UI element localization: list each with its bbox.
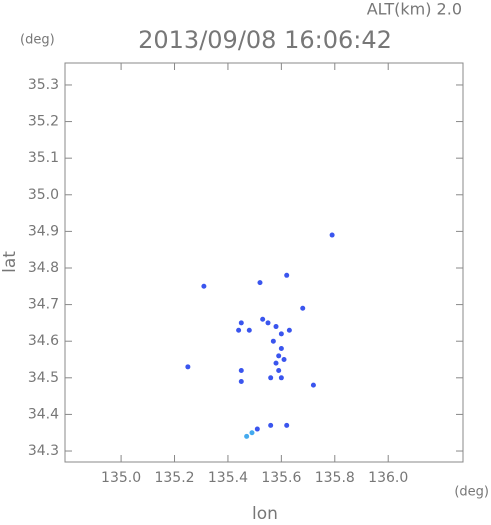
y-tick-label: 35.1 bbox=[28, 150, 59, 166]
echo-point bbox=[268, 422, 274, 428]
x-tick-label: 135.0 bbox=[101, 470, 141, 486]
chart-title: 2013/09/08 16:06:42 bbox=[138, 26, 392, 54]
echo-point bbox=[273, 324, 279, 330]
x-tick-label: 135.8 bbox=[315, 470, 355, 486]
y-tick-label: 35.3 bbox=[28, 77, 59, 93]
echo-point bbox=[238, 367, 244, 373]
echo-point bbox=[278, 331, 284, 337]
echo-point bbox=[257, 280, 263, 286]
y-axis-label: lat bbox=[0, 251, 20, 273]
echo-point bbox=[273, 360, 279, 366]
y-tick-label: 34.4 bbox=[28, 406, 59, 422]
y-tick-label: 35.0 bbox=[28, 187, 59, 203]
echo-point bbox=[201, 283, 207, 289]
echo-point bbox=[278, 375, 284, 381]
echo-point bbox=[246, 327, 252, 333]
echo-point bbox=[310, 382, 316, 388]
y-tick-label: 34.7 bbox=[28, 297, 59, 313]
echo-point bbox=[265, 320, 271, 326]
echo-point bbox=[276, 353, 282, 359]
y-tick-label: 34.6 bbox=[28, 333, 59, 349]
echo-point bbox=[238, 378, 244, 384]
echo-point bbox=[270, 338, 276, 344]
x-unit: (deg) bbox=[454, 485, 489, 500]
echo-point bbox=[236, 327, 242, 333]
plot-frame bbox=[64, 62, 464, 463]
echo-point bbox=[300, 305, 306, 311]
echo-point bbox=[249, 430, 255, 436]
y-unit: (deg) bbox=[20, 33, 55, 48]
x-tick-label: 135.4 bbox=[208, 470, 248, 486]
echo-point bbox=[286, 327, 292, 333]
x-tick-label: 136.0 bbox=[368, 470, 408, 486]
echo-point bbox=[244, 433, 250, 439]
altitude-label: ALT(km) 2.0 bbox=[367, 0, 462, 19]
echo-point bbox=[185, 364, 191, 370]
y-tick-label: 34.9 bbox=[28, 223, 59, 239]
y-tick-label: 34.8 bbox=[28, 260, 59, 276]
y-tick-label: 34.5 bbox=[28, 370, 59, 386]
echo-point bbox=[260, 316, 266, 322]
echo-point bbox=[329, 232, 335, 238]
echo-point bbox=[276, 367, 282, 373]
x-tick-label: 135.6 bbox=[261, 470, 301, 486]
echo-point bbox=[284, 272, 290, 278]
echo-point bbox=[238, 320, 244, 326]
y-tick-label: 35.2 bbox=[28, 114, 59, 130]
x-tick-label: 135.2 bbox=[154, 470, 194, 486]
echo-point bbox=[254, 426, 260, 432]
echo-point bbox=[278, 346, 284, 352]
x-axis-label: lon bbox=[252, 504, 278, 521]
echo-point bbox=[284, 422, 290, 428]
echo-point bbox=[281, 357, 287, 363]
y-tick-label: 34.3 bbox=[28, 443, 59, 459]
echo-point bbox=[268, 375, 274, 381]
